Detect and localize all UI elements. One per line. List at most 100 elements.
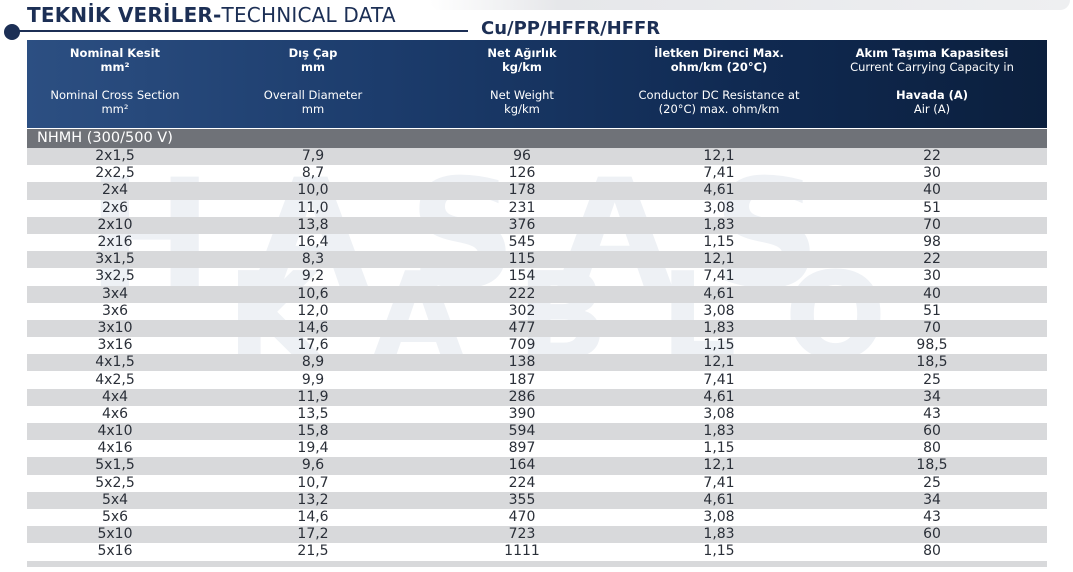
cell-section: 5x1,5 (95, 457, 135, 474)
table-row: 2x16 16,4 545 1,15 98 (27, 234, 1047, 251)
table-header: Nominal Kesit mm² Nominal Cross Section mm… (27, 40, 1047, 128)
table-row: 3x2,5 9,2 154 7,41 30 (27, 268, 1047, 285)
cell-section: 2x6 (101, 199, 129, 216)
table-row: 4x4 11,9 286 4,61 34 (27, 388, 1047, 406)
cell-weight: 390 (508, 405, 536, 422)
cell-diameter: 8,7 (301, 165, 325, 182)
cell-weight: 164 (508, 457, 536, 474)
cell-resistance: 1,15 (703, 543, 735, 560)
cell-capacity: 98,5 (916, 337, 948, 354)
cell-capacity: 51 (923, 302, 941, 319)
table-row: 5x2,5 10,7 224 7,41 25 (27, 475, 1047, 492)
cell-section: 4x6 (101, 405, 129, 422)
cell-diameter: 9,6 (301, 457, 325, 474)
cell-capacity: 70 (923, 319, 941, 336)
header-en-unit: (20°C) max. ohm/km (658, 102, 780, 116)
cell-resistance: 3,08 (703, 509, 735, 526)
table-row: 3x4 10,6 222 4,61 40 (27, 285, 1047, 303)
header-tr-title: Net Ağırlık (487, 46, 557, 60)
cell-section: 3x1,5 (95, 251, 135, 268)
cell-capacity: 25 (923, 371, 941, 388)
cell-resistance: 4,61 (703, 491, 735, 508)
cell-diameter: 7,9 (301, 148, 325, 165)
cell-weight: 222 (508, 285, 536, 302)
cell-diameter: 11,0 (297, 199, 329, 216)
cell-resistance: 1,83 (703, 216, 735, 233)
cell-resistance: 1,83 (703, 423, 735, 440)
title-light: TECHNICAL DATA (221, 3, 396, 27)
cell-section: 4x10 (97, 423, 133, 440)
header-col-diameter: Dış Çap mm Overall Diameter mm (203, 40, 423, 128)
cell-capacity: 80 (923, 440, 941, 457)
cell-resistance: 12,1 (703, 251, 735, 268)
table-row: 2x6 11,0 231 3,08 51 (27, 200, 1047, 217)
header-tr-unit: Current Carrying Capacity in (850, 60, 1014, 74)
cell-weight: 138 (508, 354, 536, 371)
cell-weight: 477 (508, 319, 536, 336)
cable-type-title: Cu/PP/HFFR/HFFR (481, 18, 661, 39)
header-tr-unit: kg/km (502, 60, 542, 74)
cell-section: 4x1,5 (95, 354, 135, 371)
cell-weight: 709 (508, 337, 536, 354)
cell-resistance: 12,1 (703, 354, 735, 371)
cell-weight: 302 (508, 302, 536, 319)
cell-weight: 355 (508, 491, 536, 508)
cell-weight: 224 (508, 474, 536, 491)
cell-section: 5x10 (97, 526, 133, 543)
header-tr-title: Dış Çap (288, 46, 338, 60)
cell-capacity: 60 (923, 423, 941, 440)
header-en-title: Conductor DC Resistance at (638, 88, 800, 102)
cell-section: 5x2,5 (95, 474, 135, 491)
cell-weight: 286 (508, 388, 536, 405)
bullet-dot-icon (4, 24, 20, 40)
cell-weight: 154 (508, 268, 536, 285)
cell-weight: 187 (508, 371, 536, 388)
header-en-unit: mm² (101, 102, 129, 116)
title-underline (14, 30, 468, 32)
title-bold: TEKNİK VERİLER- (27, 3, 222, 27)
cell-capacity: 34 (923, 491, 941, 508)
cell-section: 3x16 (97, 337, 133, 354)
cell-section: 4x2,5 (95, 371, 135, 388)
cell-diameter: 13,5 (297, 405, 329, 422)
cell-capacity: 18,5 (916, 457, 948, 474)
cell-resistance: 7,41 (703, 268, 735, 285)
cell-capacity: 80 (923, 543, 941, 560)
page-title: TEKNİK VERİLER-TECHNICAL DATA (27, 3, 396, 27)
table-row: 3x16 17,6 709 1,15 98,5 (27, 337, 1047, 354)
table-row: 4x6 13,5 390 3,08 43 (27, 406, 1047, 423)
cell-weight: 178 (508, 182, 536, 199)
cell-weight: 96 (513, 148, 531, 165)
cell-section: 2x2,5 (95, 165, 135, 182)
header-en-unit: Air (A) (913, 102, 951, 116)
cell-section: 5x16 (97, 543, 133, 560)
cell-capacity: 40 (923, 285, 941, 302)
table-body: HASAS KABLO 2x1,5 7,9 96 12,1 22 2x2,5 8,7 126 7… (27, 148, 1047, 561)
cell-resistance: 1,15 (703, 440, 735, 457)
cell-resistance: 12,1 (703, 148, 735, 165)
cell-diameter: 14,6 (297, 319, 329, 336)
cell-weight: 594 (508, 423, 536, 440)
cell-resistance: 1,15 (703, 234, 735, 251)
cell-resistance: 7,41 (703, 474, 735, 491)
cell-section: 2x1,5 (95, 148, 135, 165)
table-row: 3x6 12,0 302 3,08 51 (27, 303, 1047, 320)
header-col-capacity: Akım Taşıma Kapasitesi Current Carrying C… (817, 40, 1047, 128)
header-en-title: Overall Diameter (263, 88, 363, 102)
cell-diameter: 16,4 (297, 234, 329, 251)
cell-section: 5x4 (101, 491, 129, 508)
table-row: 4x2,5 9,9 187 7,41 25 (27, 371, 1047, 388)
cell-capacity: 30 (923, 165, 941, 182)
table-bottom-bar (27, 560, 1047, 567)
table-row: 5x4 13,2 355 4,61 34 (27, 491, 1047, 509)
cell-capacity: 98 (923, 234, 941, 251)
table-row: 4x1,5 8,9 138 12,1 18,5 (27, 354, 1047, 372)
header-col-weight: Net Ağırlık kg/km Net Weight kg/km (423, 40, 621, 128)
cell-diameter: 8,3 (301, 251, 325, 268)
cell-section: 2x10 (97, 216, 133, 233)
cell-diameter: 9,2 (301, 268, 325, 285)
cell-capacity: 43 (923, 405, 941, 422)
cell-capacity: 70 (923, 216, 941, 233)
table-row: 5x1,5 9,6 164 12,1 18,5 (27, 457, 1047, 475)
cell-diameter: 9,9 (301, 371, 325, 388)
